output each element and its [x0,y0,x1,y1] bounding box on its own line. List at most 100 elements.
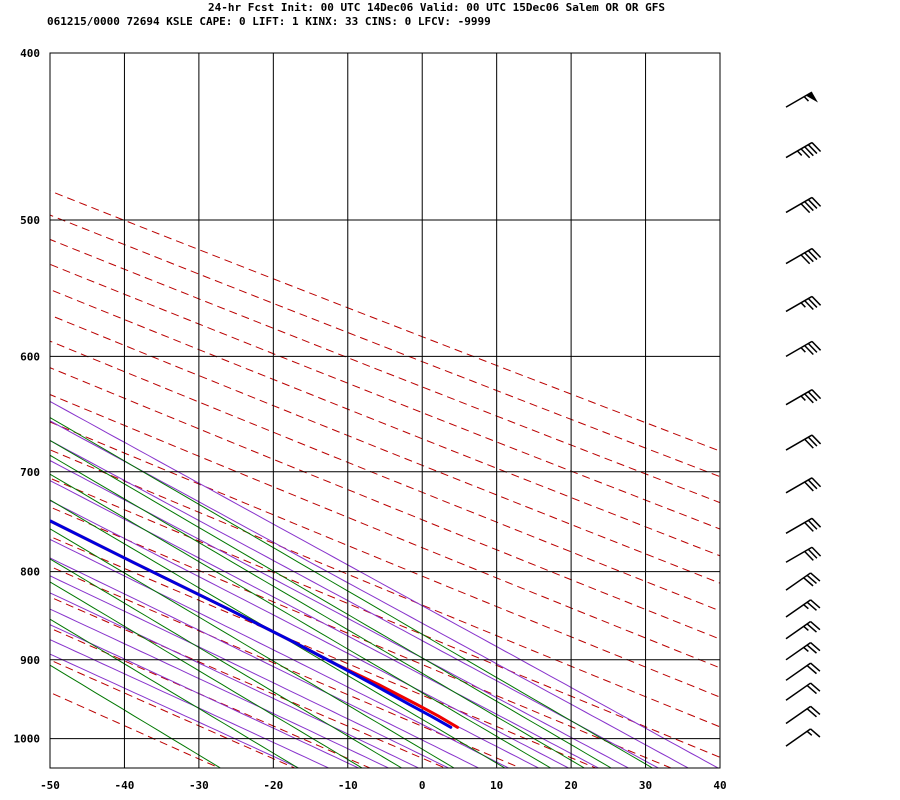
moist-adiabat [50,400,720,768]
barb-full [811,248,822,258]
barb-full [803,577,814,587]
barb-full [811,196,822,207]
dry-adiabat [50,190,720,452]
wind-barb [785,620,821,640]
moist-adiabat [50,608,390,768]
barb-full [806,684,817,695]
wind-barb [785,599,821,618]
barb-full [806,601,817,611]
dry-adiabat [50,288,720,557]
dry-adiabat [50,477,720,758]
moist-adiabat [50,592,420,768]
barb-staff [785,546,813,563]
barb-full [807,250,818,261]
wind-barb [785,340,822,358]
x-tick-label: -40 [115,779,135,792]
barb-full [811,517,822,528]
wind-barb [785,247,822,265]
barb-full [806,664,817,675]
x-tick-label: 20 [564,779,577,792]
wind-barb [785,389,822,406]
mixing-ratio-line [50,558,403,768]
wind-barb [785,728,821,747]
barb-full [807,342,818,353]
dewpoint-line [50,519,453,729]
barb-staff [785,389,813,406]
dry-adiabat [50,535,597,768]
temperature-line [50,519,459,729]
barb-full [804,146,814,157]
barb-staff [785,728,812,747]
dry-adiabat [50,394,720,669]
barb-full [810,599,821,609]
mixing-ratio-line [50,528,456,768]
moist-adiabat [50,538,510,768]
mixing-ratio-line [50,439,613,768]
barb-staff [785,141,813,159]
moist-adiabat [50,639,330,768]
dry-adiabat [50,214,720,478]
grid [50,52,720,768]
moist-adiabat [50,440,660,768]
barb-full [811,295,822,306]
barb-half [800,395,806,401]
barb-staff [785,517,813,534]
wind-barb [785,434,822,451]
barb-full [810,642,821,652]
x-tick-label: 0 [419,779,426,792]
barb-staff [785,477,813,494]
wind-barb [785,517,822,534]
mixing-ratio-line [50,454,586,768]
moist-adiabat [50,459,630,768]
x-tick-label: -50 [40,779,60,792]
barb-staff [785,599,812,618]
barb-full [804,521,814,532]
barb-staff [785,705,812,725]
barb-half [796,150,803,156]
wind-barb [785,196,822,214]
dry-adiabat [50,367,720,640]
barb-half [800,347,806,353]
x-tick-label: 40 [713,779,726,792]
barb-full [811,477,822,488]
y-tick-label: 800 [20,566,40,579]
barb-full [806,623,817,633]
barb-staff [785,662,812,681]
mixing-ratio-line [50,581,364,768]
barb-full [811,546,822,557]
moist-adiabat [50,624,360,768]
mixing-ratio-line [50,473,552,768]
dry-adiabat [50,238,720,504]
wind-barb [785,705,821,725]
mixing-ratio-line [50,664,222,768]
barb-full [804,438,814,449]
barb-half [806,730,813,736]
barb-full [806,708,817,718]
barb-full [804,345,814,356]
barb-full [811,389,822,400]
wind-barb [785,91,818,108]
moist-adiabat [50,480,600,768]
wind-barb [785,295,822,313]
barb-full [800,203,811,214]
barb-full [806,574,817,585]
moist-adiabat [50,519,540,768]
barb-full [800,254,811,265]
barb-staff [785,295,813,313]
barb-full [806,644,817,654]
barb-staff [785,572,812,591]
barb-full [807,519,818,530]
x-tick-label: 30 [639,779,652,792]
barb-full [804,201,814,212]
mixing-ratio-line [50,618,300,768]
barb-full [810,662,821,672]
dry-adiabat [50,340,720,612]
barb-full [804,481,814,492]
x-tick-label: -10 [338,779,358,792]
barb-full [807,199,818,209]
dry-adiabat [50,596,447,768]
background-lines [50,190,720,768]
barb-full [810,682,821,692]
dry-adiabat [50,449,720,728]
dry-adiabat [50,691,221,768]
